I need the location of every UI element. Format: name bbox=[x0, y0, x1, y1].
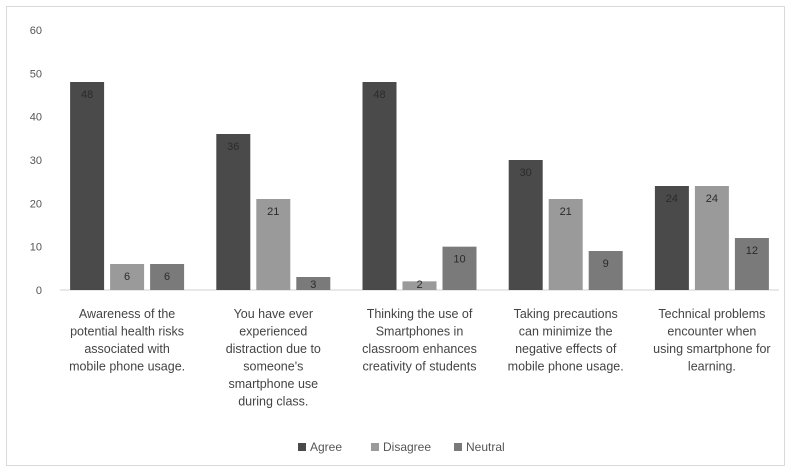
data-label: 3 bbox=[310, 279, 316, 291]
y-tick-label: 10 bbox=[30, 242, 42, 254]
y-tick-label: 30 bbox=[30, 155, 42, 167]
bar-neutral bbox=[442, 246, 477, 290]
data-label: 9 bbox=[603, 258, 609, 270]
bar-disagree bbox=[548, 199, 583, 290]
data-label: 2 bbox=[416, 279, 422, 291]
bar-disagree bbox=[256, 199, 291, 290]
data-label: 21 bbox=[267, 206, 279, 218]
bar-disagree bbox=[694, 186, 729, 290]
data-label: 6 bbox=[164, 271, 170, 283]
data-label: 48 bbox=[81, 89, 93, 101]
y-tick-label: 0 bbox=[36, 285, 42, 297]
x-category-label: Thinking the use of Smartphones in classro… bbox=[362, 307, 477, 374]
y-tick-label: 40 bbox=[30, 112, 42, 124]
data-label: 12 bbox=[746, 245, 758, 257]
bar-agree bbox=[70, 82, 105, 290]
data-label: 21 bbox=[560, 206, 572, 218]
legend-swatch-agree bbox=[298, 443, 306, 451]
legend-label-neutral: Neutral bbox=[466, 440, 505, 454]
bar-agree bbox=[508, 160, 543, 290]
data-label: 36 bbox=[227, 141, 239, 153]
bar-agree bbox=[216, 134, 251, 290]
data-label: 24 bbox=[706, 193, 718, 205]
legend-label-agree: Agree bbox=[310, 440, 342, 454]
x-category-label: Taking precautions can minimize the negati… bbox=[508, 307, 624, 374]
y-tick-label: 60 bbox=[30, 25, 42, 37]
legend-swatch-neutral bbox=[454, 443, 462, 451]
y-tick-label: 50 bbox=[30, 68, 42, 80]
legend-swatch-disagree bbox=[371, 443, 379, 451]
bar-neutral bbox=[150, 264, 185, 290]
bar-agree bbox=[654, 186, 689, 290]
data-label: 30 bbox=[520, 167, 532, 179]
bar-agree bbox=[362, 82, 397, 290]
data-label: 48 bbox=[373, 89, 385, 101]
bar-disagree bbox=[402, 281, 437, 290]
data-label: 24 bbox=[666, 193, 678, 205]
legend-label-disagree: Disagree bbox=[383, 440, 431, 454]
bar-disagree bbox=[110, 264, 145, 290]
y-tick-label: 20 bbox=[30, 198, 42, 210]
x-category-label: Technical problems encounter when using sm… bbox=[653, 307, 770, 374]
bar-neutral bbox=[296, 277, 331, 290]
data-label: 6 bbox=[124, 271, 130, 283]
bar-neutral bbox=[734, 238, 769, 290]
x-category-label: Awareness of the potential health risks as… bbox=[69, 307, 185, 374]
bar-neutral bbox=[588, 251, 623, 290]
x-category-label: You have ever experienced distraction due … bbox=[226, 307, 321, 409]
data-label: 10 bbox=[453, 254, 465, 266]
